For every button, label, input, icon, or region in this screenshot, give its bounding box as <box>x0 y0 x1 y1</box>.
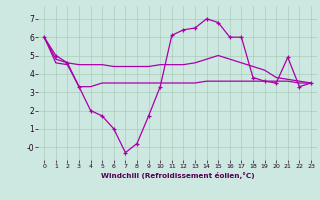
X-axis label: Windchill (Refroidissement éolien,°C): Windchill (Refroidissement éolien,°C) <box>101 172 254 179</box>
